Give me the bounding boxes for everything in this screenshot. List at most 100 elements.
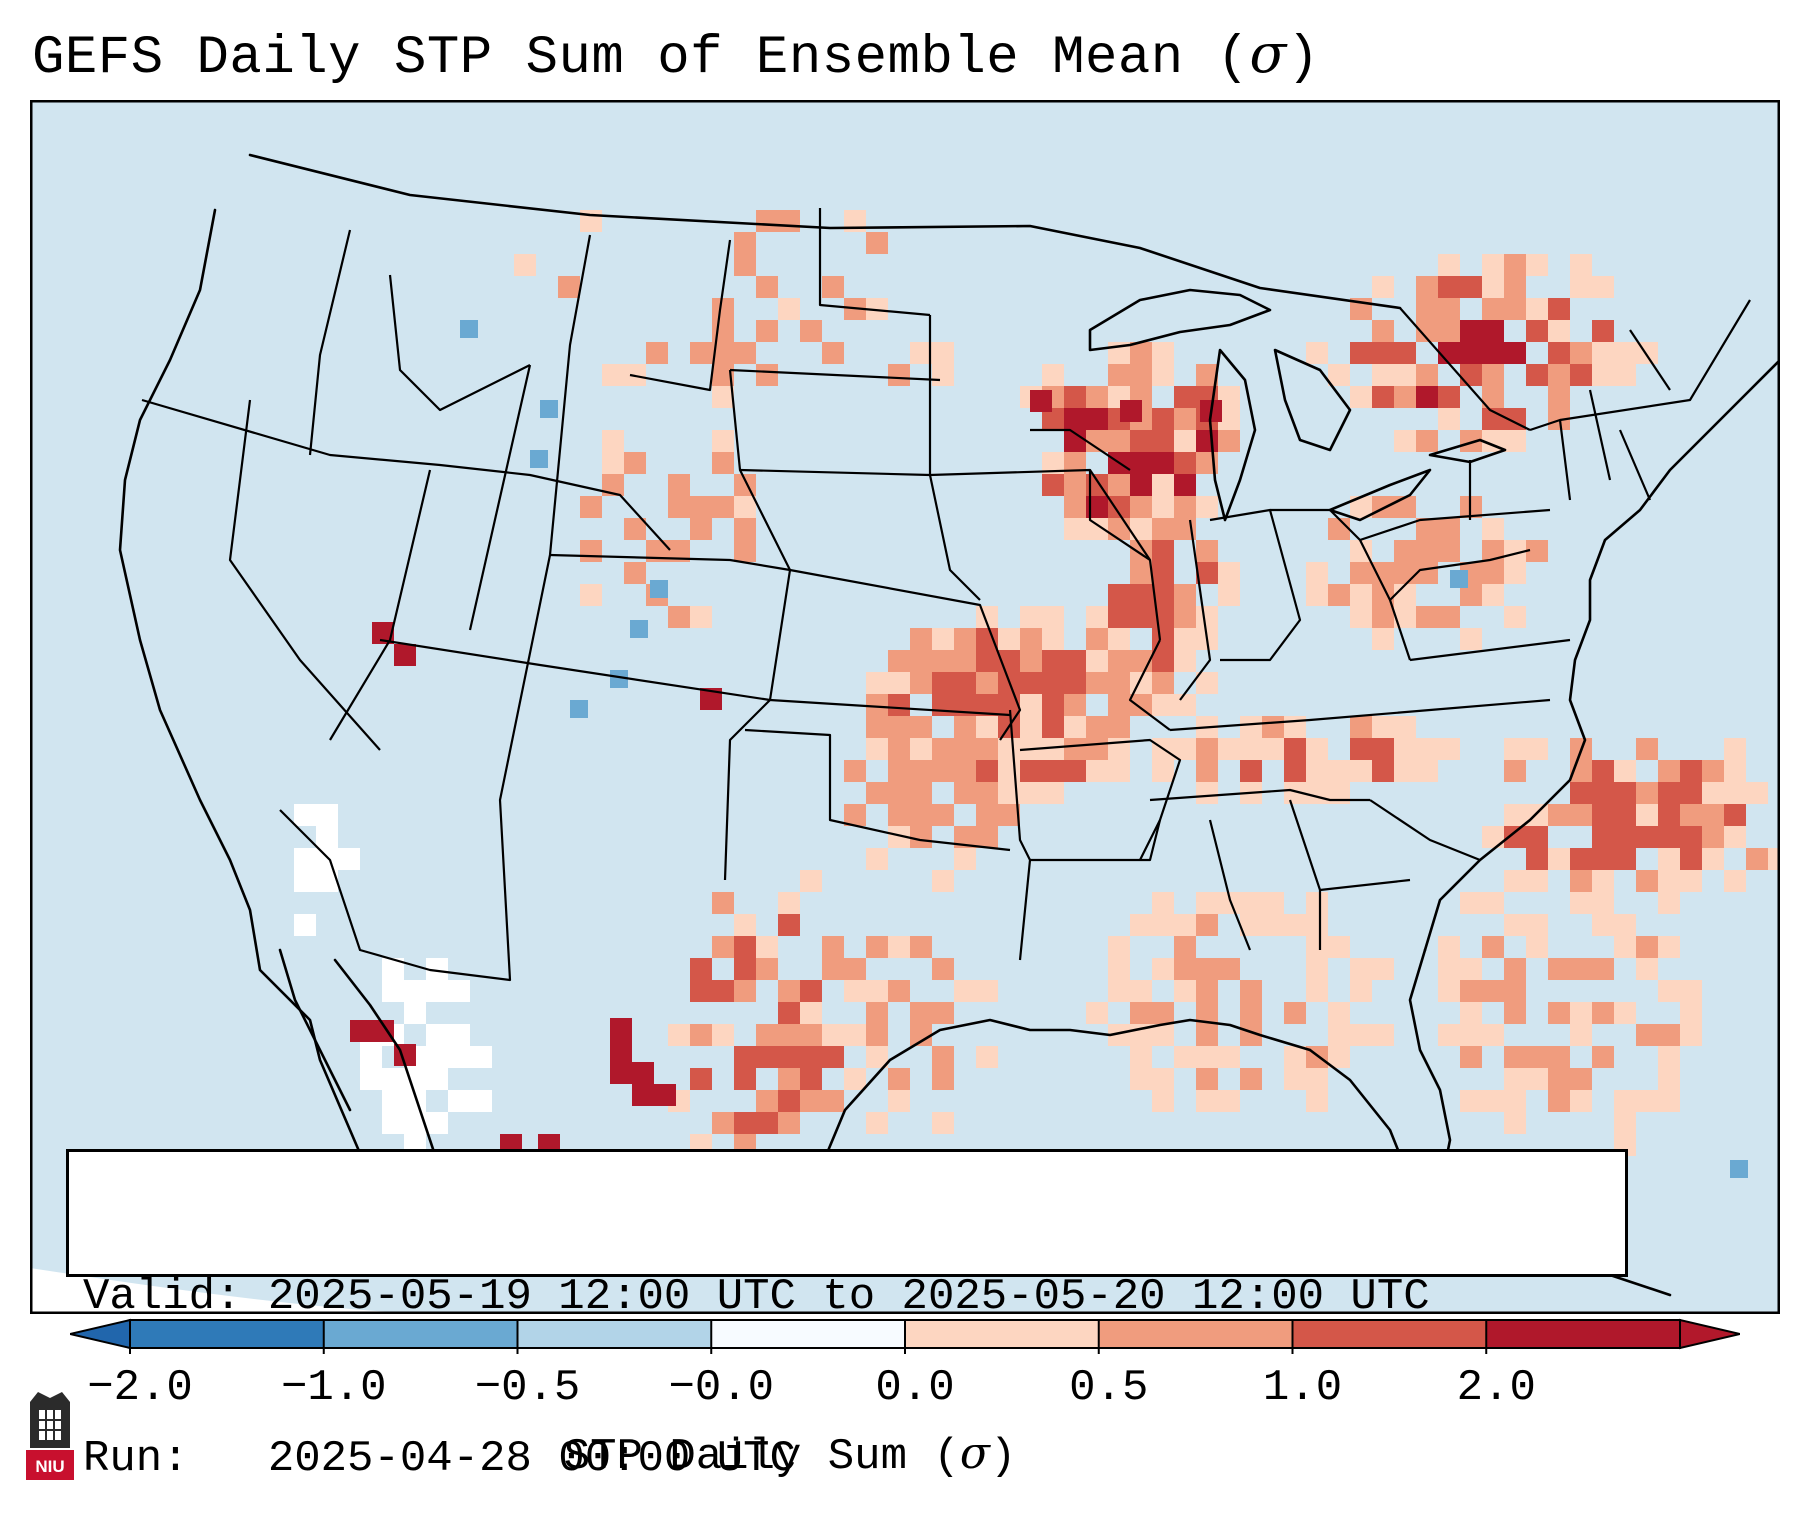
stp-cell (1548, 408, 1570, 430)
stp-cell (1680, 980, 1702, 1002)
stp-cell (668, 496, 690, 518)
state-borders-layer (141, 208, 1751, 982)
colorbar-tick-label: 2.0 (1456, 1363, 1536, 1413)
stp-cell (1482, 892, 1504, 914)
stp-cell (1394, 386, 1416, 408)
colorbar-bin (1486, 1320, 1680, 1348)
stp-cell (1504, 1002, 1526, 1024)
colorbar-bin (711, 1320, 905, 1348)
stp-cell (1174, 694, 1196, 716)
state-border (818, 208, 931, 317)
stp-cell (1394, 342, 1416, 364)
stp-cell (1526, 1068, 1548, 1090)
stp-cell (1350, 958, 1372, 980)
state-border (329, 469, 432, 741)
stp-cell (1350, 1024, 1372, 1046)
stp-cell (1504, 562, 1526, 584)
stp-cell (932, 738, 954, 760)
stp-cell (1064, 452, 1086, 474)
stp-cell (1570, 892, 1592, 914)
stp-cell (1394, 540, 1416, 562)
stp-cell (1064, 386, 1086, 408)
stp-cell (1152, 408, 1174, 430)
stp-cell (1460, 584, 1482, 606)
stp-cell (382, 1112, 404, 1134)
stp-cell (822, 1046, 844, 1068)
outside-domain-region (30, 1268, 450, 1314)
stp-cell (888, 1090, 910, 1112)
colorbar-label: STP Daily Sum (σ) (564, 1424, 1017, 1487)
stp-cell (700, 688, 722, 710)
stp-cell (1460, 1024, 1482, 1046)
colorbar-label-sigma: σ (959, 1428, 990, 1479)
stp-cell (1152, 474, 1174, 496)
stp-cell (800, 1090, 822, 1112)
stp-cell (1042, 474, 1064, 496)
stp-cell (1636, 826, 1658, 848)
lake-michigan (1208, 348, 1257, 522)
stp-cell (712, 386, 734, 408)
state-border (629, 239, 732, 392)
stp-cell (756, 936, 778, 958)
stp-cell (610, 1040, 632, 1062)
stp-cell (1020, 672, 1042, 694)
stp-cell (1614, 1112, 1636, 1134)
stp-cell (1438, 408, 1460, 430)
stp-cell (316, 804, 338, 826)
state-border (1618, 429, 1652, 501)
stp-cell (1416, 540, 1438, 562)
stp-cell (1460, 364, 1482, 386)
stp-cell (1130, 606, 1152, 628)
stp-cell (1372, 958, 1394, 980)
stp-cell (1680, 760, 1702, 782)
niu-badge-icon (26, 1450, 74, 1480)
stp-cell (1152, 1024, 1174, 1046)
stp-cell (932, 958, 954, 980)
stp-cell (1152, 562, 1174, 584)
stp-cell (1724, 826, 1746, 848)
stp-cell (734, 496, 756, 518)
stp-cell (1306, 782, 1328, 804)
stp-cell (1636, 870, 1658, 892)
stp-cell (1592, 892, 1614, 914)
stp-cell (1108, 628, 1130, 650)
stp-cell (976, 650, 998, 672)
stp-cell (712, 892, 734, 914)
stp-cell (1460, 1090, 1482, 1112)
stp-cell (690, 342, 712, 364)
stp-cell (1328, 1046, 1350, 1068)
lake-huron (1273, 348, 1352, 452)
state-border (789, 568, 1022, 741)
stp-cell (1724, 782, 1746, 804)
stp-cell (1702, 804, 1724, 826)
stp-cell (866, 980, 888, 1002)
stp-cell (1086, 1002, 1108, 1024)
stp-cell (1174, 914, 1196, 936)
run-label: Run: (83, 1434, 189, 1484)
stp-cell (1108, 672, 1130, 694)
state-border (929, 468, 1162, 641)
stp-cell (1174, 958, 1196, 980)
stp-cell (690, 606, 712, 628)
info-box: Valid: 2025-05-19 12:00 UTC to 2025-05-2… (66, 1149, 1628, 1484)
stp-cell (800, 980, 822, 1002)
stp-cell (1130, 1046, 1152, 1068)
stp-cell (1592, 1046, 1614, 1068)
stp-cell (1328, 518, 1350, 540)
stp-cell (1548, 386, 1570, 408)
stp-cell (822, 958, 844, 980)
stp-cell (998, 628, 1020, 650)
colorbar-bin (905, 1320, 1099, 1348)
stp-cell (1306, 738, 1328, 760)
stp-cell (316, 870, 338, 892)
stp-cell (712, 1024, 734, 1046)
stp-cell (1592, 804, 1614, 826)
stp-cell (1350, 496, 1372, 518)
state-border (379, 638, 771, 702)
stp-cell (1328, 782, 1350, 804)
stp-cell (1350, 980, 1372, 1002)
stp-cell (866, 738, 888, 760)
stp-cell (1658, 1068, 1680, 1090)
stp-cell (404, 1112, 426, 1134)
stp-cell (1614, 1090, 1636, 1112)
